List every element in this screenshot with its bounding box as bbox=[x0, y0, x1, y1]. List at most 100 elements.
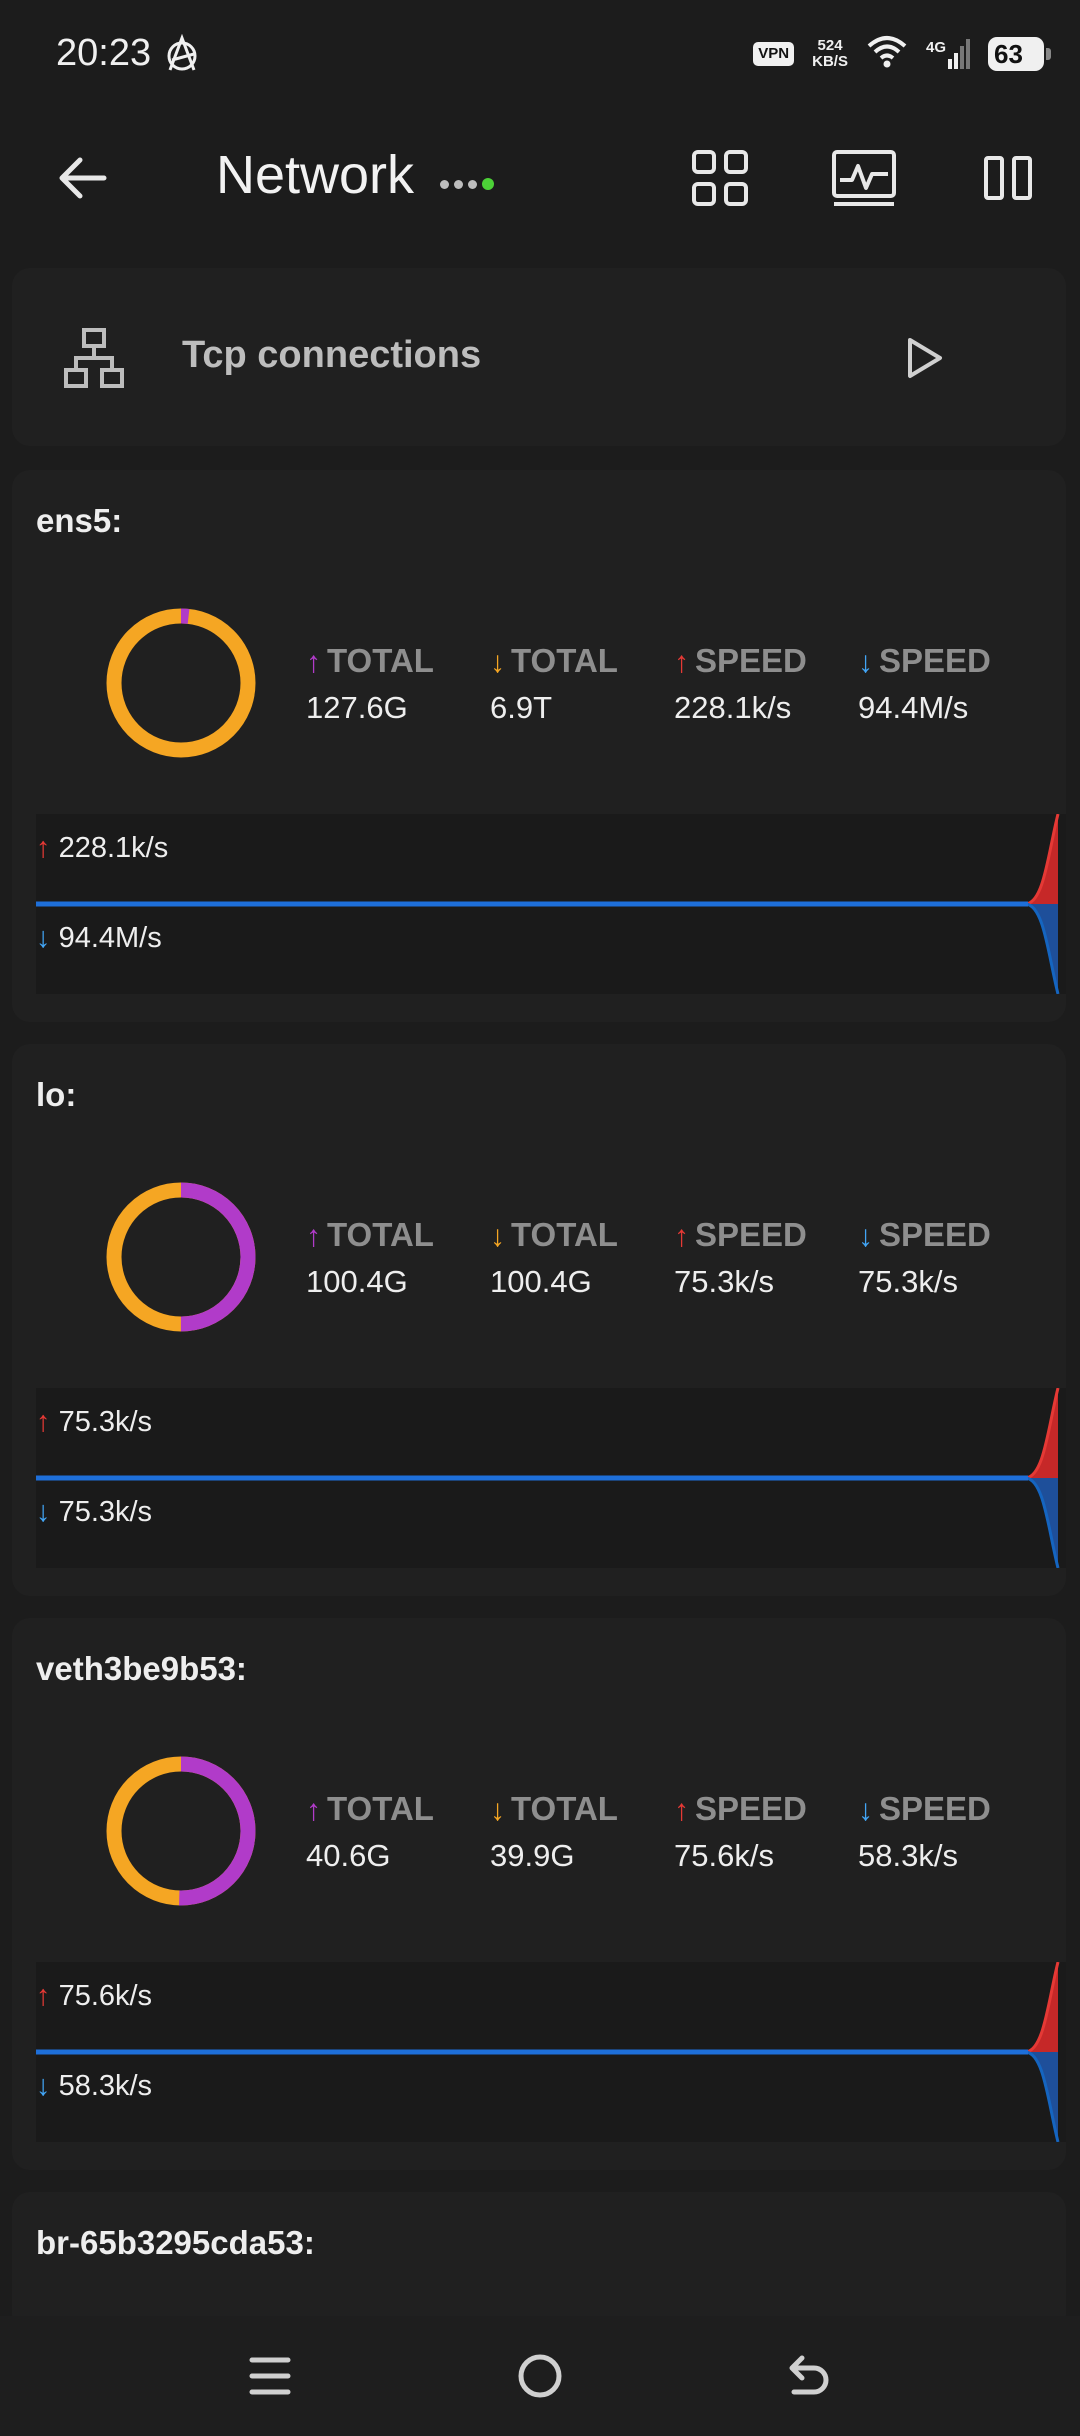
download-total-label: TOTAL bbox=[511, 1216, 618, 1253]
interface-name: br-65b3295cda53: bbox=[36, 2224, 315, 2261]
download-speed-value: 94.4M/s bbox=[858, 690, 969, 725]
download-speed: ↓ SPEED 58.3k/s bbox=[858, 1790, 1042, 1874]
donut-upload-segment bbox=[106, 1182, 256, 1332]
graph-download-label: ↓ 58.3k/s bbox=[36, 2070, 152, 2103]
monitor-chart-icon bbox=[832, 150, 896, 206]
download-speed-value: 75.3k/s bbox=[858, 1264, 958, 1299]
interface-name: lo: bbox=[36, 1076, 77, 1113]
traffic-donut-chart bbox=[106, 608, 256, 758]
download-total-value: 6.9T bbox=[490, 690, 553, 725]
upload-speed-area bbox=[1026, 814, 1058, 904]
graph-upload-arrow: ↑ bbox=[36, 1406, 51, 1438]
interface-card: ens5: ↑ TOTAL 127.6G ↓ TOTAL 6.9T ↑ SPEED 2… bbox=[12, 470, 1066, 1022]
system-nav-bar bbox=[0, 2316, 1080, 2436]
graph-upload-arrow: ↑ bbox=[36, 1980, 51, 2012]
network-type: 4G bbox=[925, 38, 946, 56]
back-nav-button[interactable] bbox=[780, 2346, 840, 2406]
anarchy-icon bbox=[162, 33, 202, 79]
graph-upload-value: 75.6k/s bbox=[58, 1980, 153, 2012]
graph-download-arrow: ↓ bbox=[36, 922, 51, 954]
download-speed-arrow: ↓ bbox=[858, 1794, 873, 1827]
speed-graph: ↑ 228.1k/s ↓ 94.4M/s bbox=[36, 814, 1066, 994]
upload-speed-value: 75.6k/s bbox=[674, 1838, 774, 1873]
upload-total-value: 127.6G bbox=[306, 690, 408, 725]
upload-total-arrow: ↑ bbox=[306, 1220, 321, 1253]
graph-download-value: 75.3k/s bbox=[58, 1496, 153, 1528]
download-speed-area bbox=[1026, 1478, 1058, 1568]
grid-icon bbox=[692, 150, 748, 206]
download-total: ↓ TOTAL 100.4G bbox=[490, 1216, 674, 1300]
upload-speed-label: SPEED bbox=[695, 1790, 807, 1827]
download-speed-label: SPEED bbox=[879, 1790, 991, 1827]
upload-total-value: 40.6G bbox=[306, 1838, 391, 1873]
upload-speed-value: 75.3k/s bbox=[674, 1264, 774, 1299]
tcp-connections-card[interactable]: Tcp connections bbox=[12, 268, 1066, 446]
download-total-label: TOTAL bbox=[511, 642, 618, 679]
upload-speed: ↑ SPEED 228.1k/s bbox=[674, 642, 858, 726]
interface-stats: ↑ TOTAL 100.4G ↓ TOTAL 100.4G ↑ SPEED 75.3k… bbox=[306, 1216, 1042, 1300]
graph-upload-value: 75.3k/s bbox=[58, 1406, 153, 1438]
network-speed-value: 524 bbox=[817, 36, 843, 54]
upload-speed-area bbox=[1026, 1962, 1058, 2052]
grid-view-button[interactable] bbox=[686, 144, 754, 212]
download-speed-value: 58.3k/s bbox=[858, 1838, 958, 1873]
menu-button[interactable] bbox=[240, 2346, 300, 2406]
download-speed-area bbox=[1026, 904, 1058, 994]
columns-icon bbox=[984, 156, 1032, 200]
upload-speed-area bbox=[1026, 1388, 1058, 1478]
upload-total-arrow: ↑ bbox=[306, 1794, 321, 1827]
download-total-arrow: ↓ bbox=[490, 1220, 505, 1253]
download-speed: ↓ SPEED 75.3k/s bbox=[858, 1216, 1042, 1300]
status-time: 20:23 bbox=[56, 32, 152, 74]
download-total-arrow: ↓ bbox=[490, 646, 505, 679]
home-circle-icon bbox=[518, 2354, 562, 2398]
network-speed-unit: KB/S bbox=[812, 52, 848, 70]
graph-download-value: 58.3k/s bbox=[58, 2070, 153, 2102]
donut-upload-segment bbox=[106, 1756, 256, 1906]
interface-stats: ↑ TOTAL 40.6G ↓ TOTAL 39.9G ↑ SPEED 75.6k/s… bbox=[306, 1790, 1042, 1874]
upload-speed-label: SPEED bbox=[695, 1216, 807, 1253]
graph-download-arrow: ↓ bbox=[36, 2070, 51, 2102]
upload-total-label: TOTAL bbox=[327, 642, 434, 679]
menu-icon bbox=[249, 2357, 291, 2395]
interface-card: br-65b3295cda53: bbox=[12, 2192, 1066, 2332]
donut-download-segment bbox=[106, 608, 256, 758]
graph-upload-value: 228.1k/s bbox=[58, 832, 169, 864]
monitor-chart-button[interactable] bbox=[830, 144, 898, 212]
status-bar: 20:23 VPN 524 KB/S 4G 63 bbox=[0, 0, 1080, 116]
network-tree-icon bbox=[64, 328, 124, 395]
back-button[interactable] bbox=[52, 146, 116, 210]
cellular-signal: 4G bbox=[925, 38, 970, 69]
graph-download-value: 94.4M/s bbox=[58, 922, 162, 954]
download-total-value: 100.4G bbox=[490, 1264, 592, 1299]
app-bar: Network bbox=[0, 116, 1080, 234]
download-total: ↓ TOTAL 39.9G bbox=[490, 1790, 674, 1874]
download-speed: ↓ SPEED 94.4M/s bbox=[858, 642, 1042, 726]
play-icon[interactable] bbox=[902, 334, 946, 387]
donut-upload-segment bbox=[106, 608, 256, 758]
split-view-button[interactable] bbox=[974, 144, 1042, 212]
arrow-left-icon bbox=[59, 157, 107, 199]
download-speed-label: SPEED bbox=[879, 642, 991, 679]
download-total-value: 39.9G bbox=[490, 1838, 575, 1873]
interface-card: veth3be9b53: ↑ TOTAL 40.6G ↓ TOTAL 39.9G ↑… bbox=[12, 1618, 1066, 2170]
wifi-icon bbox=[866, 34, 908, 73]
upload-total: ↑ TOTAL 100.4G bbox=[306, 1216, 490, 1300]
tcp-connections-label: Tcp connections bbox=[182, 334, 482, 376]
home-button[interactable] bbox=[510, 2346, 570, 2406]
download-speed-arrow: ↓ bbox=[858, 646, 873, 679]
graph-upload-label: ↑ 228.1k/s bbox=[36, 832, 168, 865]
interface-name: ens5: bbox=[36, 502, 123, 539]
upload-speed: ↑ SPEED 75.3k/s bbox=[674, 1216, 858, 1300]
upload-total: ↑ TOTAL 127.6G bbox=[306, 642, 490, 726]
interface-card: lo: ↑ TOTAL 100.4G ↓ TOTAL 100.4G ↑ SPEED 7… bbox=[12, 1044, 1066, 1596]
graph-upload-label: ↑ 75.6k/s bbox=[36, 1980, 152, 2013]
upload-speed-value: 228.1k/s bbox=[674, 690, 792, 725]
upload-total-label: TOTAL bbox=[327, 1216, 434, 1253]
graph-download-label: ↓ 94.4M/s bbox=[36, 922, 162, 955]
traffic-donut-chart bbox=[106, 1756, 256, 1906]
download-total: ↓ TOTAL 6.9T bbox=[490, 642, 674, 726]
connection-status-dots bbox=[440, 178, 494, 190]
upload-total: ↑ TOTAL 40.6G bbox=[306, 1790, 490, 1874]
upload-speed-arrow: ↑ bbox=[674, 646, 689, 679]
